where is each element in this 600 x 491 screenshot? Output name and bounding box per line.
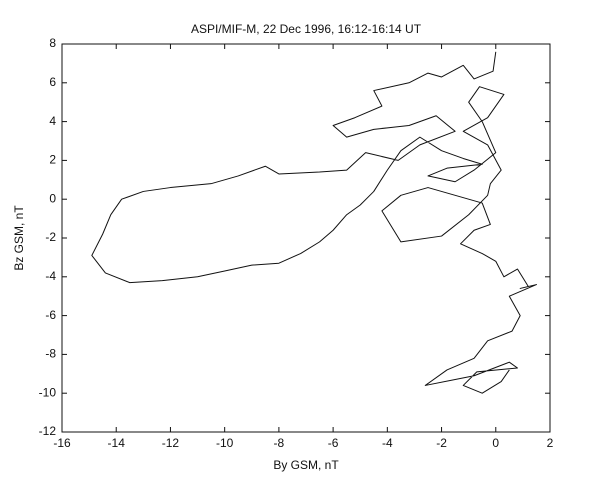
y-tick-label: -6 <box>45 308 56 322</box>
y-tick-label: 2 <box>49 153 56 167</box>
y-tick-label: -10 <box>39 385 57 399</box>
y-tick-label: 8 <box>49 36 56 50</box>
x-tick-label: -4 <box>382 436 393 450</box>
x-axis-label: By GSM, nT <box>273 458 339 472</box>
x-tick-label: 0 <box>492 436 499 450</box>
x-tick-label: -2 <box>436 436 447 450</box>
trajectory-line <box>91 51 537 394</box>
x-tick-label: -8 <box>274 436 285 450</box>
y-tick-label: 0 <box>49 191 56 205</box>
y-tick-label: -2 <box>45 230 56 244</box>
y-tick-label: 6 <box>49 75 56 89</box>
y-axis-label: Bz GSM, nT <box>12 205 26 271</box>
x-tick-label: -6 <box>328 436 339 450</box>
x-tick-label: -10 <box>216 436 234 450</box>
chart-title: ASPI/MIF-M, 22 Dec 1996, 16:12-16:14 UT <box>191 22 422 36</box>
x-tick-label: 2 <box>547 436 554 450</box>
x-tick-label: -16 <box>53 436 71 450</box>
plot-frame <box>61 43 551 433</box>
x-tick-label: -12 <box>162 436 180 450</box>
y-tick-label: -8 <box>45 347 56 361</box>
y-tick-label: -4 <box>45 269 56 283</box>
y-tick-label: 4 <box>49 114 56 128</box>
y-tick-label: -12 <box>39 424 57 438</box>
x-tick-label: -14 <box>108 436 126 450</box>
